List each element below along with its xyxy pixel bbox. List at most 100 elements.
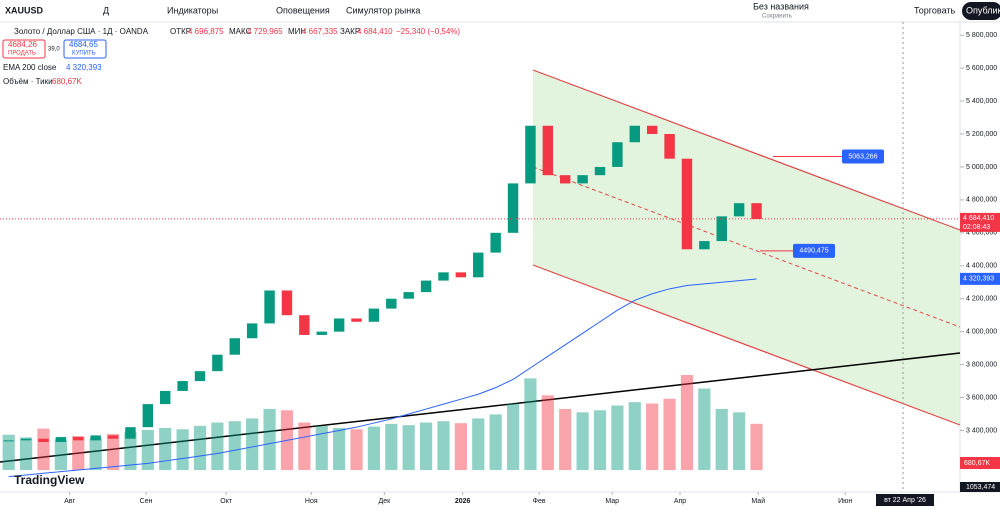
candle xyxy=(751,203,762,219)
channel-upper xyxy=(532,69,961,231)
interval[interactable]: Д xyxy=(103,5,109,15)
volume-bar xyxy=(472,418,485,470)
candle xyxy=(264,290,275,324)
cursor-value-tag xyxy=(960,482,1000,492)
candle xyxy=(438,272,449,281)
candle xyxy=(55,437,67,442)
x-tick-label: Окт xyxy=(220,498,233,505)
candle xyxy=(525,125,536,184)
volume-tag xyxy=(960,457,1000,469)
volume-bar xyxy=(593,410,607,470)
candle xyxy=(90,435,101,441)
volume-bar xyxy=(680,375,694,470)
layout-name[interactable]: Без названия xyxy=(753,1,809,11)
sell[interactable]: ПРОДАТЬ xyxy=(8,51,36,57)
volume-bar xyxy=(420,422,433,470)
volume-bar xyxy=(489,414,502,470)
candle xyxy=(507,183,519,233)
ema-tag xyxy=(960,272,1000,285)
volume-bar xyxy=(263,408,276,470)
candle xyxy=(560,175,571,184)
publish-button[interactable] xyxy=(962,2,1000,20)
x-tick-label: Ноя xyxy=(305,498,318,505)
channel-fill xyxy=(533,70,960,425)
y-tick-label: 4 400,000 xyxy=(966,263,997,270)
y-tick-label: 3 400,000 xyxy=(966,427,997,434)
volume-bar xyxy=(37,428,50,470)
sell-price[interactable]: 4684,26 xyxy=(8,40,37,49)
x-tick-label: Апр xyxy=(674,498,686,505)
y-tick-label: 5 800,000 xyxy=(966,32,997,39)
volume-bar xyxy=(350,429,363,470)
candle xyxy=(473,252,484,278)
volume-bar xyxy=(663,398,676,470)
x-tick-label: Май xyxy=(751,497,765,505)
y-tick-label: 5 200,000 xyxy=(966,131,997,138)
last-price: 4 684,410 xyxy=(963,215,994,222)
y-tick-label: 4 600,000 xyxy=(966,230,997,237)
symbol[interactable]: XAUUSD xyxy=(5,5,44,15)
volume-bar xyxy=(106,434,120,470)
volume-bar xyxy=(385,423,398,470)
plot xyxy=(0,22,961,492)
y-tick-label: 3 600,000 xyxy=(966,394,997,401)
candle xyxy=(3,440,14,442)
candle xyxy=(299,315,310,335)
volume-bar xyxy=(211,422,224,470)
trade[interactable]: Торговать xyxy=(914,5,956,15)
volume-bar xyxy=(750,423,763,470)
candle xyxy=(316,331,327,335)
buy-button[interactable] xyxy=(63,39,107,59)
publish[interactable]: Опубликовать xyxy=(966,5,1000,15)
x-tick-label: 2026 xyxy=(455,498,471,505)
volume-bar xyxy=(628,402,641,470)
candle xyxy=(403,292,414,299)
y-tick-label: 5 400,000 xyxy=(966,98,997,105)
volume-bar xyxy=(541,395,554,470)
y-tick-label: 5 600,000 xyxy=(966,65,997,72)
alerts[interactable]: Оповещения xyxy=(276,5,330,15)
candle xyxy=(386,298,397,309)
volume-bar xyxy=(176,429,189,470)
volume-bar xyxy=(193,425,207,470)
volume-bar xyxy=(437,421,450,470)
indicators[interactable]: Индикаторы xyxy=(167,5,218,15)
ema-name: EMA 200 close xyxy=(3,63,57,72)
sell-button[interactable] xyxy=(2,39,46,59)
candle xyxy=(38,438,49,442)
x-tick-label: Дек xyxy=(378,498,391,505)
x-tick-label: Июн xyxy=(838,498,852,505)
candle xyxy=(646,125,658,134)
replay[interactable]: Симулятор рынка xyxy=(346,5,420,15)
candle xyxy=(212,354,223,372)
x-tick-label: Авг xyxy=(64,498,75,505)
volume-bar xyxy=(20,437,33,470)
candle xyxy=(246,323,258,339)
buy[interactable]: КУПИТЬ xyxy=(72,51,96,57)
countdown: 02:08:43 xyxy=(963,224,990,231)
open-label: ОТКР xyxy=(170,27,191,36)
annotation-label: 5063,266 xyxy=(848,153,877,160)
volume-bar xyxy=(367,426,380,470)
candle xyxy=(490,232,501,253)
buy-price[interactable]: 4684,65 xyxy=(69,40,98,49)
volume-bar xyxy=(611,405,624,470)
volume-bar xyxy=(524,378,537,470)
volume-bar xyxy=(246,418,259,470)
candle xyxy=(629,125,640,143)
candle xyxy=(664,134,675,159)
volume-bar xyxy=(228,421,241,470)
candle xyxy=(333,318,345,332)
candle xyxy=(125,427,136,439)
y-tick-label: 3 800,000 xyxy=(966,361,997,368)
volume-bar xyxy=(298,422,311,470)
volume-bar xyxy=(159,427,172,470)
volume-bar xyxy=(315,425,328,470)
y-tick-label: 4 000,000 xyxy=(966,328,997,335)
candle xyxy=(229,338,240,355)
volume-bar xyxy=(559,408,572,470)
last-price-tag xyxy=(960,212,1000,232)
cursor-value: 1053,474 xyxy=(966,484,995,491)
cursor-date: вт 22 Апр '26 xyxy=(884,497,926,504)
